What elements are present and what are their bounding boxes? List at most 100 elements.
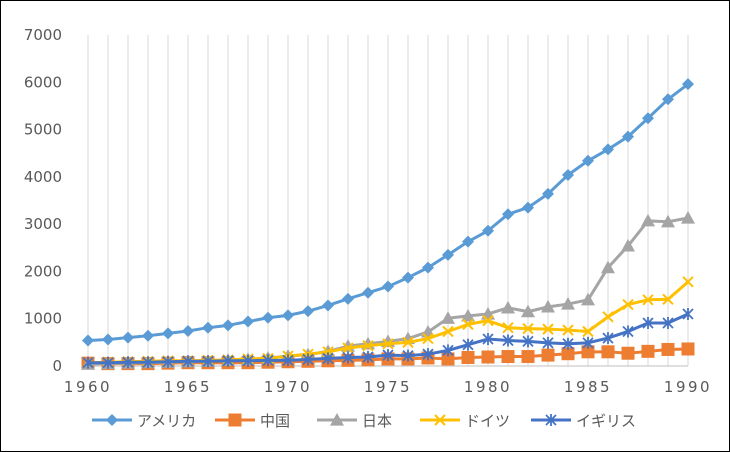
data-point bbox=[641, 213, 655, 227]
data-point bbox=[182, 325, 194, 338]
data-point bbox=[522, 335, 534, 348]
data-point bbox=[382, 349, 394, 362]
legend-label: 日本 bbox=[362, 412, 392, 430]
legend-item-3: ドイツ bbox=[420, 412, 510, 430]
data-point bbox=[642, 294, 654, 306]
data-point bbox=[622, 325, 634, 338]
data-point bbox=[542, 187, 554, 200]
data-point bbox=[482, 314, 494, 327]
data-point bbox=[102, 356, 114, 369]
data-point bbox=[202, 321, 214, 334]
data-point bbox=[422, 332, 434, 345]
data-point bbox=[342, 351, 354, 364]
data-point bbox=[662, 93, 674, 106]
data-point bbox=[422, 261, 434, 274]
data-point bbox=[142, 329, 154, 342]
data-point bbox=[602, 143, 614, 156]
data-point bbox=[561, 347, 575, 361]
data-point bbox=[521, 350, 535, 364]
gridlines bbox=[87, 35, 689, 366]
legend-marker bbox=[545, 414, 557, 426]
data-point bbox=[522, 322, 534, 335]
y-tick-label: 7000 bbox=[24, 26, 62, 44]
data-point bbox=[521, 304, 535, 318]
data-point bbox=[402, 271, 414, 284]
data-point bbox=[622, 298, 634, 311]
axes: 0 1000 2000 3000 4000 5000 6000 7000 1960 1965 197… bbox=[24, 26, 712, 396]
y-tick-label: 4000 bbox=[24, 168, 62, 186]
x-tick-label: 1970 bbox=[264, 378, 312, 396]
y-tick-label: 0 bbox=[52, 357, 62, 375]
data-point bbox=[442, 344, 454, 357]
data-point bbox=[162, 327, 174, 340]
legend-item-2: 日本 bbox=[317, 412, 392, 430]
data-point bbox=[681, 210, 695, 224]
data-point bbox=[562, 337, 574, 350]
data-point bbox=[382, 280, 394, 293]
data-point bbox=[441, 311, 455, 324]
data-point bbox=[502, 321, 514, 334]
data-point bbox=[541, 299, 555, 313]
data-point bbox=[482, 224, 494, 237]
x-tick-label: 1980 bbox=[464, 378, 512, 396]
data-point bbox=[162, 355, 174, 368]
y-tick-label: 2000 bbox=[24, 262, 62, 280]
data-point bbox=[362, 351, 374, 364]
data-point bbox=[242, 354, 254, 367]
data-point bbox=[661, 214, 675, 228]
data-point bbox=[682, 307, 694, 320]
y-tick-label: 5000 bbox=[24, 121, 62, 139]
data-point bbox=[662, 293, 674, 306]
legend-label: イギリス bbox=[576, 412, 636, 430]
x-tick-label: 1985 bbox=[564, 378, 612, 396]
data-point bbox=[442, 325, 454, 338]
data-point bbox=[482, 333, 494, 346]
data-point bbox=[302, 305, 314, 318]
data-point bbox=[262, 311, 274, 324]
data-point bbox=[442, 248, 454, 261]
data-point bbox=[562, 168, 574, 181]
data-point bbox=[582, 154, 594, 167]
legend-marker bbox=[106, 414, 118, 426]
data-point bbox=[462, 235, 474, 248]
data-point bbox=[642, 316, 654, 329]
legend-item-1: 中国 bbox=[215, 412, 290, 430]
data-point bbox=[102, 333, 114, 346]
data-point bbox=[621, 346, 635, 360]
legend-marker bbox=[434, 414, 446, 426]
data-point bbox=[542, 336, 554, 349]
data-point bbox=[462, 338, 474, 351]
data-point bbox=[242, 315, 254, 328]
data-point bbox=[82, 334, 94, 347]
data-point bbox=[142, 356, 154, 369]
data-point bbox=[501, 300, 515, 314]
y-tick-label: 6000 bbox=[24, 73, 62, 91]
data-point bbox=[502, 334, 514, 347]
data-point bbox=[82, 356, 94, 369]
data-point bbox=[621, 238, 635, 252]
y-tick-label: 3000 bbox=[24, 215, 62, 233]
data-point bbox=[441, 352, 455, 366]
data-point bbox=[602, 332, 614, 345]
data-point bbox=[422, 348, 434, 361]
data-point bbox=[461, 308, 475, 322]
legend-label: アメリカ bbox=[137, 412, 196, 430]
legend-marker bbox=[228, 413, 242, 427]
data-point bbox=[342, 342, 354, 354]
data-point bbox=[342, 292, 354, 305]
data-point bbox=[122, 356, 134, 369]
data-point bbox=[541, 348, 555, 362]
data-point bbox=[542, 323, 554, 335]
data-point bbox=[122, 331, 134, 344]
data-point bbox=[562, 324, 574, 336]
data-point bbox=[302, 353, 314, 366]
series-group bbox=[81, 78, 695, 371]
data-point bbox=[461, 350, 475, 364]
data-point bbox=[622, 130, 634, 143]
data-point bbox=[661, 342, 675, 356]
legend-label: ドイツ bbox=[465, 412, 510, 430]
x-tick-label: 1990 bbox=[664, 378, 712, 396]
series-0 bbox=[82, 78, 694, 347]
data-point bbox=[581, 345, 595, 359]
data-point bbox=[682, 276, 694, 288]
